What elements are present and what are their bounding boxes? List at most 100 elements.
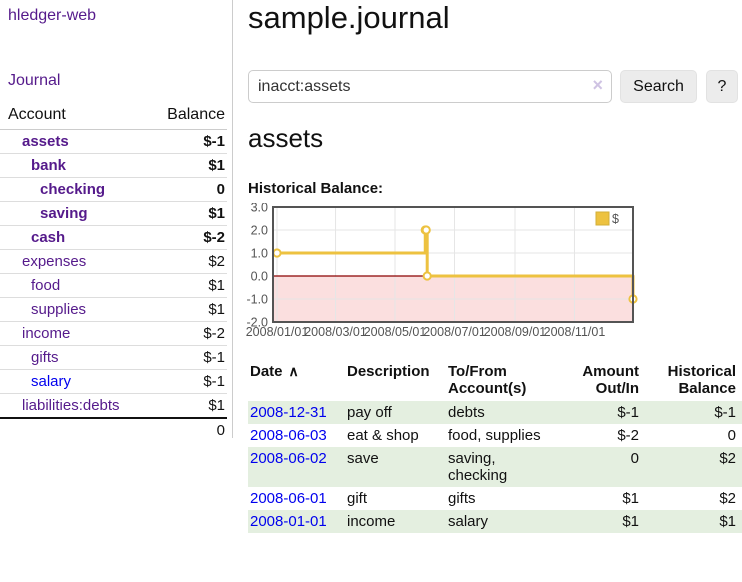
main-content: sample.journal × Search ? assets Histori… [246, 0, 742, 582]
account-row: income $-2 [0, 321, 227, 346]
svg-text:$: $ [612, 212, 619, 226]
svg-text:2008/07/01: 2008/07/01 [423, 325, 486, 339]
accounts-header-account: Account [0, 103, 152, 130]
account-link-assets[interactable]: assets [22, 133, 69, 150]
account-balance: $1 [151, 273, 227, 298]
transaction-balance: $2 [719, 450, 736, 467]
accounts-total-spacer [0, 417, 152, 442]
help-button[interactable]: ? [706, 70, 738, 103]
account-link-cash[interactable]: cash [31, 229, 66, 246]
svg-text:2.0: 2.0 [251, 224, 268, 238]
page-title: sample.journal [248, 0, 450, 35]
accounts-table: Account Balance assets $-1 bank $1 check… [0, 103, 227, 442]
svg-text:1.0: 1.0 [251, 247, 268, 261]
account-link-expenses[interactable]: expenses [22, 253, 87, 270]
accounts-header-row: Account Balance [0, 103, 227, 130]
transaction-date-link[interactable]: 2008-01-01 [250, 513, 327, 530]
svg-text:-1.0: -1.0 [246, 293, 268, 307]
transaction-accounts: food, supplies [448, 427, 541, 444]
search-input-wrap: × [248, 70, 612, 103]
account-row: assets $-1 [0, 129, 227, 154]
account-balance: $1 [151, 393, 227, 419]
account-balance: $-2 [151, 225, 227, 250]
svg-text:0.0: 0.0 [251, 270, 268, 284]
accounts-header-balance: Balance [151, 103, 227, 130]
transaction-accounts: debts [448, 404, 485, 421]
transaction-balance: 0 [727, 427, 736, 444]
svg-text:2008/11/01: 2008/11/01 [544, 325, 606, 339]
transaction-amount: $-1 [617, 404, 639, 421]
legend-swatch [595, 211, 610, 226]
account-balance: $-1 [151, 369, 227, 394]
account-row: cash $-2 [0, 225, 227, 250]
transaction-accounts: gifts [448, 490, 476, 507]
account-row: expenses $2 [0, 249, 227, 274]
transaction-description: eat & shop [347, 427, 419, 444]
account-balance: 0 [151, 177, 227, 202]
account-balance: $2 [151, 249, 227, 274]
accounts-total-value: 0 [151, 417, 227, 442]
transaction-description: income [347, 513, 396, 530]
transaction-date-link[interactable]: 2008-12-31 [250, 404, 327, 421]
search-button[interactable]: Search [620, 70, 697, 103]
search-form: × Search ? [248, 70, 742, 104]
account-row: bank $1 [0, 153, 227, 178]
register-row: 2008-06-03 eat & shop food, supplies $-2… [248, 424, 742, 447]
register-header-amount: Amount Out/In [582, 363, 639, 397]
clear-search-icon[interactable]: × [592, 75, 603, 95]
svg-text:2008/05/01: 2008/05/01 [364, 325, 427, 339]
sort-ascending-icon: ∧ [288, 363, 299, 379]
account-link-bank[interactable]: bank [31, 157, 67, 174]
register-header-accounts: To/From Account(s) [448, 363, 527, 397]
account-balance: $-1 [151, 129, 227, 154]
account-link-liabilities-debts[interactable]: liabilities:debts [22, 397, 120, 414]
account-link-checking[interactable]: checking [40, 181, 106, 198]
transaction-amount: $1 [622, 490, 639, 507]
register-row: 2008-06-01 gift gifts $1 $2 [248, 487, 742, 510]
register-header-date[interactable]: Date ∧ [250, 363, 299, 380]
svg-text:2008/03/01: 2008/03/01 [304, 325, 367, 339]
register-row: 2008-12-31 pay off debts $-1 $-1 [248, 401, 742, 424]
sidebar: hledger-web Journal Account Balance asse… [0, 0, 233, 442]
transaction-description: gift [347, 490, 368, 507]
svg-text:2008/01/01: 2008/01/01 [246, 325, 309, 339]
transaction-amount: 0 [630, 450, 639, 467]
transaction-description: save [347, 450, 379, 467]
account-balance: $1 [151, 153, 227, 178]
transaction-balance: $-1 [714, 404, 736, 421]
balance-chart: 3.0 2.0 1.0 0.0 -1.0 -2.02008/01/012008/03/01… [246, 203, 638, 339]
account-link-food[interactable]: food [31, 277, 61, 294]
account-balance: $1 [151, 201, 227, 226]
svg-text:-2.0: -2.0 [246, 316, 268, 330]
transaction-amount: $-2 [617, 427, 639, 444]
svg-text:3.0: 3.0 [251, 203, 268, 215]
register-row: 2008-01-01 income salary $1 $1 [248, 510, 742, 533]
account-link-supplies[interactable]: supplies [31, 301, 87, 318]
transaction-date-link[interactable]: 2008-06-02 [250, 450, 327, 467]
account-row: supplies $1 [0, 297, 227, 322]
account-link-gifts[interactable]: gifts [31, 349, 59, 366]
app-title-link[interactable]: hledger-web [8, 7, 97, 24]
transaction-date-link[interactable]: 2008-06-01 [250, 490, 327, 507]
account-row: checking 0 [0, 177, 227, 202]
chart-title: Historical Balance: [248, 180, 384, 197]
transaction-accounts: salary [448, 513, 489, 530]
account-balance: $-1 [151, 345, 227, 370]
account-balance: $-2 [151, 321, 227, 346]
transaction-description: pay off [347, 404, 392, 421]
transaction-balance: $2 [719, 490, 736, 507]
account-balance: $1 [151, 297, 227, 322]
account-link-salary[interactable]: salary [31, 373, 72, 390]
register-row: 2008-06-02 save saving, checking 0 $2 [248, 447, 742, 487]
account-link-saving[interactable]: saving [40, 205, 88, 222]
account-heading: assets [248, 123, 324, 153]
account-link-income[interactable]: income [22, 325, 71, 342]
transaction-date-link[interactable]: 2008-06-03 [250, 427, 327, 444]
account-row: saving $1 [0, 201, 227, 226]
account-row: food $1 [0, 273, 227, 298]
accounts-total-row: 0 [0, 417, 227, 442]
sidebar-item-journal[interactable]: Journal [8, 72, 61, 89]
register-header-description: Description [347, 363, 430, 380]
search-input[interactable] [248, 70, 612, 103]
transaction-balance: $1 [719, 513, 736, 530]
